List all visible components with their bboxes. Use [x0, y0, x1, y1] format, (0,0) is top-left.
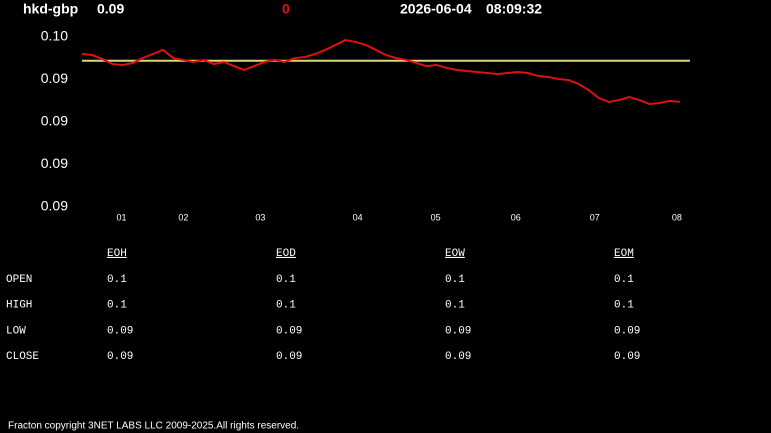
cell: 0.1: [276, 300, 296, 312]
price-line: [81, 39, 680, 105]
x-tick-label: 06: [511, 212, 521, 222]
y-tick-label: 0.09: [41, 113, 68, 129]
y-tick-label: 0.10: [41, 28, 68, 44]
column-header: EOM: [614, 248, 634, 260]
column-header: EOW: [445, 248, 465, 260]
row-label: LOW: [6, 325, 26, 337]
x-tick-label: 01: [117, 212, 127, 222]
time: 08:09:32: [486, 1, 542, 17]
cell: 0.09: [445, 325, 471, 337]
cell: 0.1: [276, 274, 296, 286]
x-tick-label: 02: [178, 212, 188, 222]
cell: 0.1: [107, 300, 127, 312]
x-tick-label: 04: [353, 212, 363, 222]
x-tick-label: 05: [431, 212, 441, 222]
cell: 0.09: [614, 351, 640, 363]
cell: 0.09: [107, 325, 133, 337]
cell: 0.09: [276, 351, 302, 363]
x-tick-label: 03: [255, 212, 265, 222]
cell: 0.1: [445, 300, 465, 312]
date: 2026-06-04: [400, 1, 472, 17]
cell: 0.09: [107, 351, 133, 363]
row-label: CLOSE: [6, 351, 39, 363]
x-tick-label: 07: [590, 212, 600, 222]
cell: 0.1: [614, 300, 634, 312]
y-tick-label: 0.09: [41, 198, 68, 214]
row-label: OPEN: [6, 274, 32, 286]
cell: 0.1: [614, 274, 634, 286]
cell: 0.09: [276, 325, 302, 337]
price: 0.09: [97, 1, 124, 17]
symbol: hkd-gbp: [23, 1, 78, 17]
column-header: EOD: [276, 248, 296, 260]
y-tick-label: 0.09: [41, 70, 68, 86]
cell: 0.1: [445, 274, 465, 286]
row-label: HIGH: [6, 300, 32, 312]
cell: 0.09: [614, 325, 640, 337]
y-tick-label: 0.09: [41, 155, 68, 171]
change: 0: [282, 1, 290, 17]
x-tick-label: 08: [672, 212, 682, 222]
cell: 0.09: [445, 351, 471, 363]
column-header: EOH: [107, 248, 127, 260]
footer: Fracton copyright 3NET LABS LLC 2009-202…: [8, 421, 299, 432]
cell: 0.1: [107, 274, 127, 286]
